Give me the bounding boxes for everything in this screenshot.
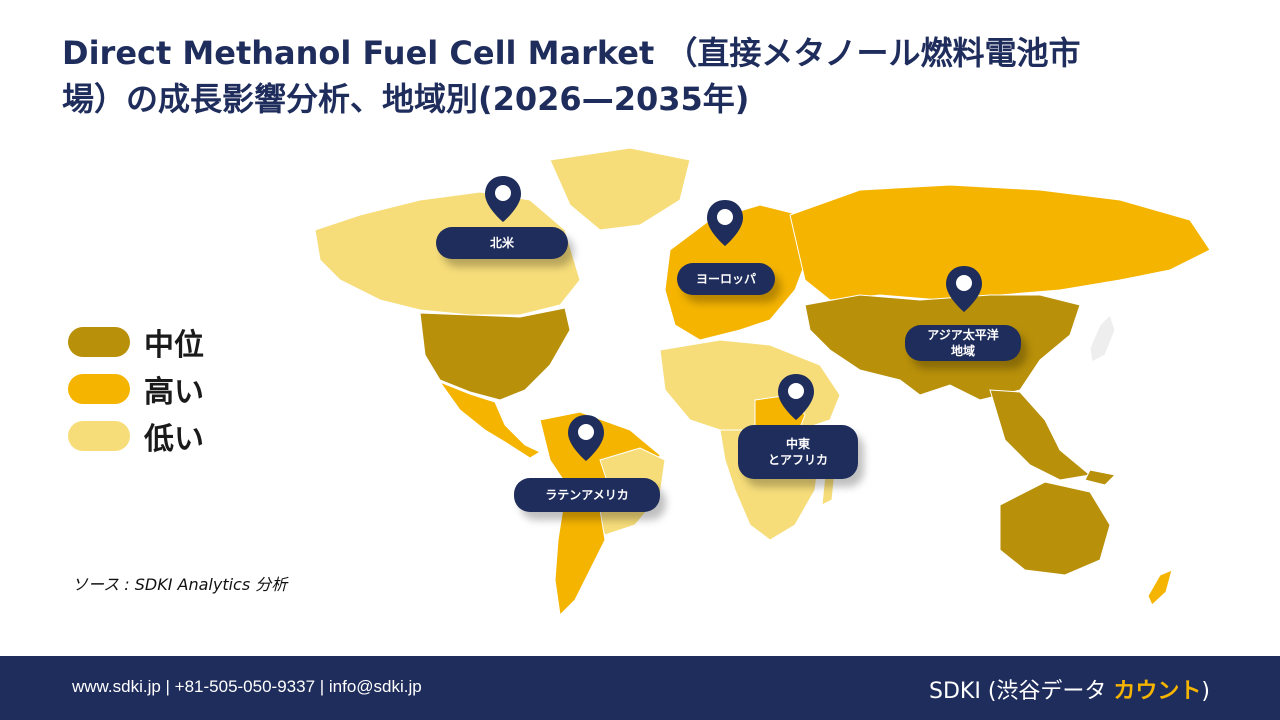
location-pin-icon xyxy=(946,266,982,312)
footer-brand-suffix: ) xyxy=(1201,679,1210,704)
region-text-latin-america: ラテンアメリカ xyxy=(545,488,629,502)
region-text-north-america: 北米 xyxy=(489,236,514,250)
region-text-asia-pacific-2: 地域 xyxy=(950,344,975,358)
south-america-south xyxy=(554,494,606,617)
russia-region xyxy=(789,184,1211,301)
legend-item-low: 低い xyxy=(68,412,204,459)
usa-region xyxy=(419,307,571,401)
title-line-2: 場）の成長影響分析、地域別(2026—2035年) xyxy=(62,80,750,118)
australia-region xyxy=(999,481,1111,576)
page-title: Direct Methanol Fuel Cell Market （直接メタノー… xyxy=(62,30,1242,122)
title-line-1: Direct Methanol Fuel Cell Market （直接メタノー… xyxy=(62,34,1081,72)
region-text-europe: ヨーロッパ xyxy=(695,272,756,286)
footer-contact: www.sdki.jp | +81-505-050-9337 | info@sd… xyxy=(72,677,422,696)
location-pin-icon xyxy=(485,176,521,222)
world-map xyxy=(314,147,1211,617)
location-pin-icon xyxy=(568,415,604,461)
mexico-region xyxy=(438,380,542,459)
new-zealand-region xyxy=(1147,569,1173,606)
location-pin-icon xyxy=(707,200,743,246)
legend-item-medium: 中位 xyxy=(68,318,204,365)
region-label-europe: ヨーロッパ xyxy=(677,263,775,295)
footer-brand-prefix: SDKI (渋谷データ xyxy=(929,679,1114,704)
location-pin-icon xyxy=(778,374,814,420)
region-label-north-america: 北米 xyxy=(436,227,568,259)
legend-label-medium: 中位 xyxy=(144,327,204,363)
region-text-middle-east-2: とアフリカ xyxy=(767,453,828,467)
region-text-middle-east-1: 中東 xyxy=(785,437,810,451)
legend-swatch-medium xyxy=(68,326,130,357)
region-label-asia-pacific: アジア太平洋 地域 xyxy=(905,325,1021,361)
legend: 中位 高い 低い xyxy=(68,318,204,459)
footer-brand: SDKI (渋谷データ カウント) xyxy=(929,673,1210,705)
legend-swatch-low xyxy=(68,420,130,451)
source-note: ソース : SDKI Analytics 分析 xyxy=(72,575,288,594)
japan-region xyxy=(1089,314,1116,363)
legend-swatch-high xyxy=(68,373,130,404)
region-text-asia-pacific-1: アジア太平洋 xyxy=(927,328,999,342)
region-label-middle-east-africa: 中東 とアフリカ xyxy=(738,425,858,479)
legend-item-high: 高い xyxy=(68,365,204,412)
legend-label-low: 低い xyxy=(144,421,204,457)
region-label-latin-america: ラテンアメリカ xyxy=(514,478,660,512)
legend-label-high: 高い xyxy=(144,374,204,410)
southeast-asia-region xyxy=(989,389,1092,481)
footer-brand-accent: カウント xyxy=(1113,679,1202,704)
png-region xyxy=(1084,469,1117,486)
footer-bar: www.sdki.jp | +81-505-050-9337 | info@sd… xyxy=(0,656,1280,720)
greenland-region xyxy=(549,147,691,231)
